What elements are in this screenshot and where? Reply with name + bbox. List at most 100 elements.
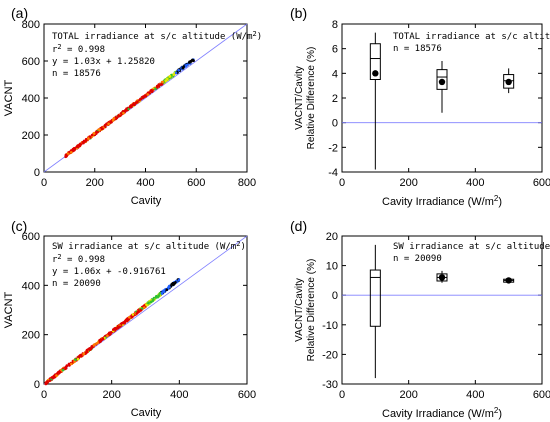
panel-a-x-tick-label-4: 800 [238,177,256,189]
panel-a-point [136,100,139,103]
panel-a-legend: TOTAL irradiance at s/c altitude (W/m2) … [52,30,262,79]
box-mean-marker [505,78,512,86]
panel-d-y-tick-label-0: -30 [322,379,338,391]
panel-c-point [61,368,65,372]
panel-a-point [139,97,143,101]
panel-c-point [149,300,152,304]
panel-b-y-label-2: Relative Difference (%) [306,47,317,150]
panel-a-x-tick-label-1: 200 [86,177,104,189]
panel-a-point [111,119,115,122]
panel-c-point [177,279,181,282]
panel-c-point [114,326,118,330]
panel-a-point [127,107,130,111]
panel-a-point [92,132,96,135]
panel-c-point [145,303,148,307]
panel-a-point [128,106,132,109]
panel-d-y-tick-label-3: 0 [332,290,338,302]
panel-a-point [164,79,167,82]
panel-d-y-tick-label-4: 10 [326,261,338,273]
panel-a-point [185,63,189,67]
panel-a-point [132,102,135,105]
panel-a-point [150,89,153,92]
panel-c-y-label: VACNT [3,291,15,328]
panel-d-x-tick-label-3: 600 [533,389,550,401]
panel-a-legend-fit: y = 1.03x + 1.25820 [52,57,155,67]
panel-c-legend-r2-sup: 2 [57,253,61,261]
box-mean-marker [372,70,379,77]
svg-text:Cavity Irradiance (W/m2): Cavity Irradiance (W/m2) [382,194,502,208]
panel-a-point [174,71,178,75]
panel-a-point [166,77,169,81]
panel-c-point [124,320,127,323]
panel-c-points [44,278,181,386]
panel-c-x-tick-label-1: 200 [102,389,120,401]
panel-c-point [139,308,142,312]
panel-c-point [126,318,130,321]
panel-d-x-tick-label-1: 200 [399,389,417,401]
panel-b-x-label-sup: 2 [494,194,499,203]
panel-a-x-tick-label-0: 0 [41,177,47,189]
panel-c-y-tick-label-3: 600 [22,231,40,243]
panel-c-point [136,310,139,314]
panel-b-y-tick-label-2: 0 [332,118,338,130]
panel-c-point [116,326,120,330]
box-body [369,269,381,327]
panel-d-y-label-2: Relative Difference (%) [306,259,317,362]
panel-a-legend-n: n = 18576 [52,69,101,79]
panel-b-x-tick-label-0: 0 [339,177,345,189]
panel-d-x-tick-label-0: 0 [339,389,345,401]
panel-a-point [177,68,181,72]
panel-b-box-0 [369,32,381,170]
panel-c-point [64,365,68,369]
panel-c-point [147,301,150,305]
panel-a-point [157,83,161,86]
panel-c-point [165,288,169,292]
panel-c-legend-n: n = 20090 [52,279,101,289]
panel-b-legend-n: n = 18576 [393,44,442,54]
panel-a-y-tick-label-1: 200 [22,130,40,142]
panel-a-point [78,143,82,146]
panel-c-point [118,325,122,328]
panel-b-box-1 [436,61,448,113]
panel-a-point [141,96,145,99]
panel-b-x-label-end: ) [498,196,502,208]
panel-a-point [181,66,184,70]
svg-text:TOTAL irradiance at s/c altitu: TOTAL irradiance at s/c altitude (W/m2) [52,30,262,42]
panel-d-y-tick-label-5: 20 [326,231,338,243]
panel-b-legend-title: TOTAL irradiance at s/c altitude [393,32,550,42]
panel-a-point [125,107,128,110]
panel-d-boxes [369,244,515,379]
panel-d-x-label: Cavity Irradiance (W/m [382,408,494,420]
panel-d-legend-n: n = 20090 [393,254,442,264]
panel-c-point [162,290,166,293]
panel-a-point [115,116,119,120]
panel-a-point [81,141,84,144]
panel-c: (c) 0 200 400 600 0 200 400 600 Cavity VACNT SW… [3,218,256,419]
panel-b-x-tick-label-2: 400 [466,177,484,189]
panel-a-point [172,73,175,76]
panel-c-point [120,322,124,325]
panel-a-y-label: VACNT [3,79,15,116]
panel-d-axes: 0 200 400 600 -30 -20 -10 0 10 20 [322,231,550,401]
panel-d-x-label-end: ) [498,408,502,420]
panel-c-legend: SW irradiance at s/c altitude (W/m2) r2 … [52,240,246,289]
panel-b-y-tick-label-0: -4 [328,167,338,179]
panel-c-legend-r2-prefix: r [52,255,58,265]
panel-a-point [107,122,110,126]
panel-c-point [76,357,80,361]
panel-c-point [93,343,96,346]
panel-a-point [154,87,157,91]
panel-c-x-label: Cavity [131,407,162,419]
panel-c-legend-title: SW irradiance at s/c altitude (W/m [52,242,236,252]
panel-a-point [147,91,151,94]
panel-a-point [73,147,77,151]
panel-c-y-tick-label-0: 0 [34,379,40,391]
panel-c-point [68,364,71,367]
panel-c-x-tick-label-3: 600 [238,389,256,401]
panel-a-legend-r2-sup: 2 [57,43,61,51]
panel-c-point [112,328,115,331]
panel-c-legend-r2-value: = 0.998 [62,255,105,265]
panel-d-frame [341,235,543,385]
panel-d-x-label-sup: 2 [494,406,499,415]
